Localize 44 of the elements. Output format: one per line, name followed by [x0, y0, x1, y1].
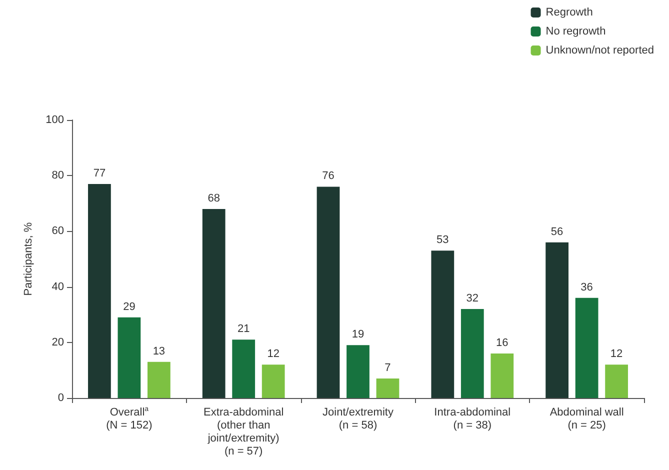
data-label: 19: [352, 328, 364, 341]
data-label: 53: [436, 234, 449, 246]
data-label: 21: [237, 323, 250, 336]
bar: [346, 345, 370, 398]
y-tick-label: 40: [52, 280, 64, 293]
data-label: 16: [496, 337, 508, 350]
y-tick-label: 100: [46, 114, 64, 126]
legend-label: No regrowth: [546, 26, 606, 38]
bar: [202, 208, 226, 398]
x-tick-label: Abdominal wall (n = 25): [550, 406, 624, 432]
bar: [316, 186, 340, 398]
bar: [88, 184, 111, 398]
data-label: 12: [610, 348, 623, 360]
bar: [148, 362, 170, 398]
y-tick-label: 60: [52, 225, 64, 238]
bar: [460, 309, 484, 398]
legend-label: Regrowth: [546, 6, 593, 18]
data-label: 29: [123, 300, 136, 313]
bar: [118, 317, 141, 398]
legend-label: Unknown/not reported: [546, 44, 654, 56]
x-tick-label: Joint/extremity (n = 58): [322, 406, 394, 432]
y-tick-label: 20: [52, 336, 64, 348]
x-tick-label: Extra-abdominal (other than joint/extremity) (n = 57): [204, 406, 284, 458]
x-tick-label: Intra-abdominal (n = 38): [434, 406, 511, 432]
bar: [490, 354, 514, 398]
bar: [546, 242, 568, 398]
y-tick-label: 0: [58, 392, 64, 404]
bar: [232, 340, 256, 398]
bar: [376, 378, 400, 398]
data-label: 77: [93, 167, 106, 180]
bar: [575, 298, 598, 398]
bar: [605, 364, 628, 398]
y-axis-title: Participants, %: [22, 222, 34, 296]
bar: [262, 364, 285, 398]
data-label: 32: [466, 292, 479, 305]
data-label: 13: [152, 345, 166, 358]
data-label: 12: [267, 348, 280, 360]
data-label: 7: [384, 362, 391, 374]
data-label: 36: [580, 281, 593, 294]
data-label: 68: [208, 192, 220, 204]
data-label: 76: [322, 170, 334, 182]
data-label: 56: [550, 226, 564, 238]
y-tick-label: 80: [52, 170, 64, 182]
bar: [431, 250, 454, 398]
